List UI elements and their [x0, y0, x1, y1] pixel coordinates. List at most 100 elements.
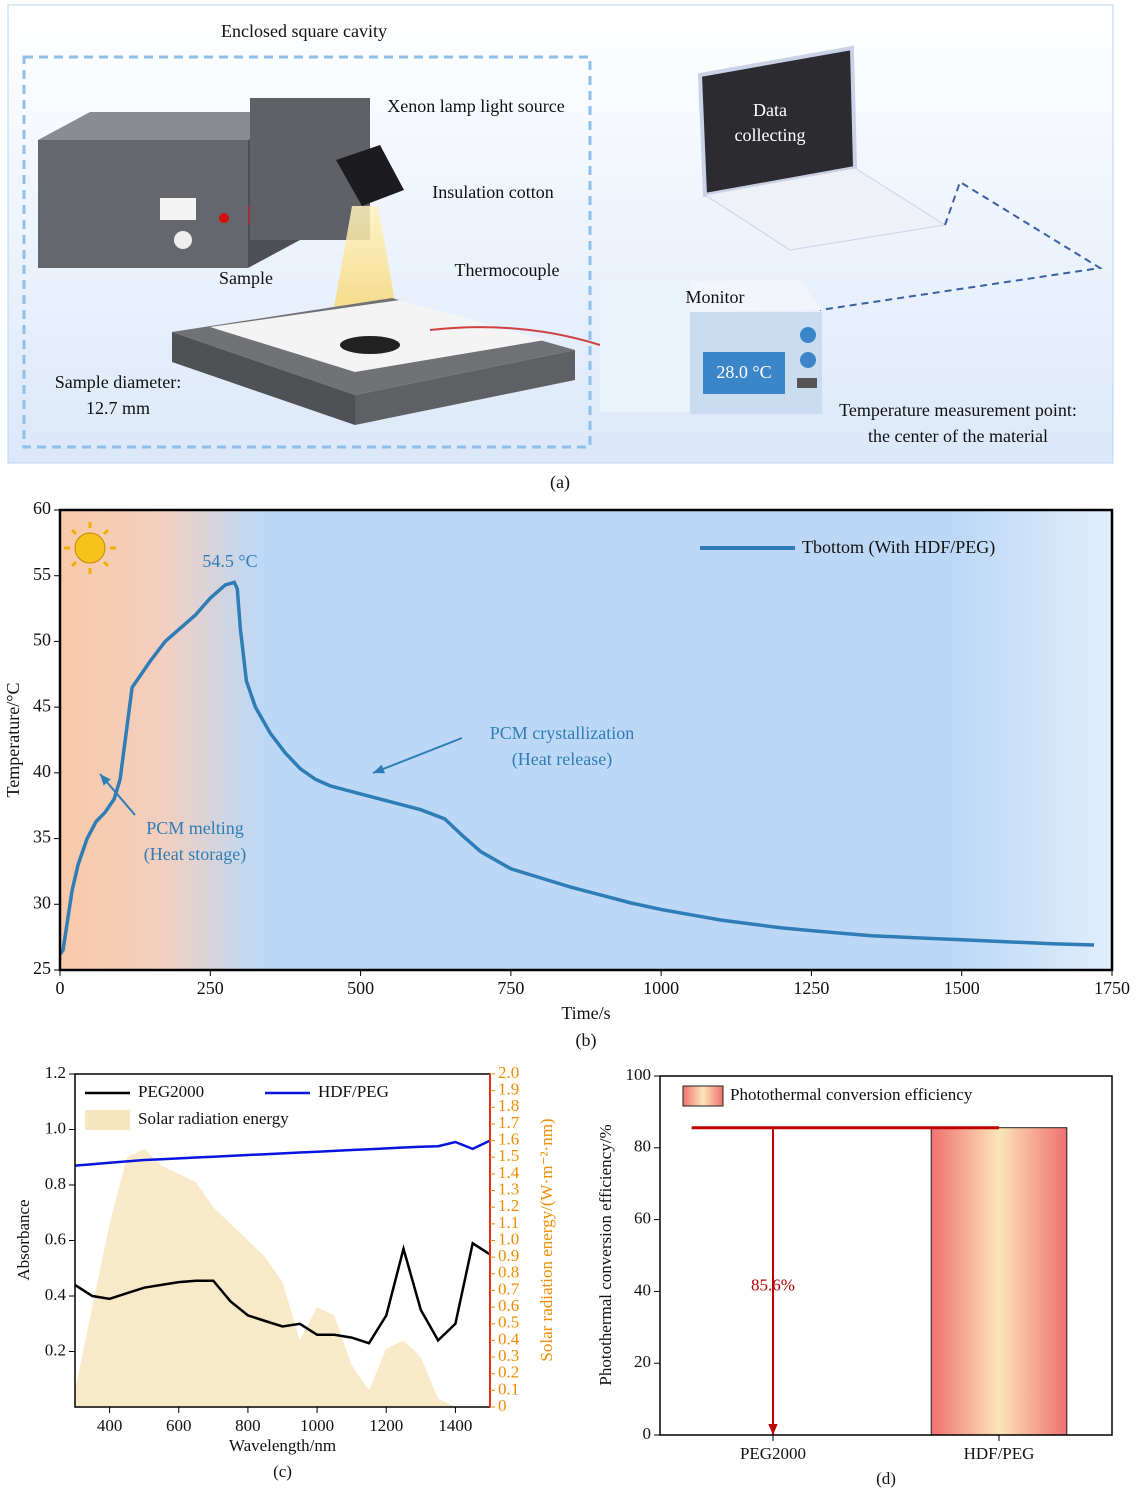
x-tick-label: 1500	[944, 978, 980, 998]
legend-swatch	[85, 1110, 130, 1130]
y-tick-label: 60	[634, 1209, 651, 1228]
x-tick-label: 1000	[643, 978, 679, 998]
arrow-head	[768, 1424, 777, 1435]
monitor	[800, 352, 816, 368]
label: the center of the material	[868, 426, 1048, 446]
x-tick-label: 1000	[300, 1416, 334, 1435]
y2-tick-label: 1.9	[498, 1080, 519, 1099]
value-label: 85.6%	[751, 1275, 795, 1294]
y2-tick-label: 1.7	[498, 1113, 520, 1132]
panel-a: Enclosed square cavity Xenon lamp light …	[8, 5, 1113, 493]
legend-label: HDF/PEG	[318, 1082, 389, 1101]
y2-tick-label: 0.9	[498, 1246, 519, 1265]
device	[174, 231, 192, 249]
x-tick-label: 1250	[793, 978, 829, 998]
y2-tick-label: 1.0	[498, 1229, 519, 1248]
device	[160, 198, 196, 220]
x-axis-label: Time/s	[561, 1003, 610, 1023]
y2-tick-label: 1.8	[498, 1096, 519, 1115]
label: Enclosed square cavity	[221, 21, 387, 41]
x-tick-label: HDF/PEG	[964, 1444, 1035, 1463]
y-tick-label: 1.2	[45, 1063, 66, 1082]
label: 28.0 °C	[716, 362, 771, 382]
y2-tick-label: 1.3	[498, 1179, 519, 1198]
x-tick-label: 250	[197, 978, 224, 998]
legend-swatch	[683, 1086, 723, 1106]
legend-label: Photothermal conversion efficiency	[730, 1085, 973, 1104]
figure: Enclosed square cavity Xenon lamp light …	[0, 0, 1144, 1492]
annotation: (Heat release)	[512, 749, 612, 770]
caption: (a)	[550, 472, 570, 493]
x-tick-label: 1400	[438, 1416, 472, 1435]
label: 12.7 mm	[86, 398, 150, 418]
y-tick-label: 55	[33, 564, 51, 584]
legend-label: Tbottom (With HDF/PEG)	[802, 537, 995, 558]
label: Monitor	[685, 287, 744, 307]
x-tick-label: PEG2000	[740, 1444, 806, 1463]
label: Data	[753, 100, 787, 120]
label: Sample diameter:	[55, 372, 181, 392]
y-tick-label: 50	[33, 630, 51, 650]
annotation: (Heat storage)	[144, 844, 246, 865]
legend-label: Solar radiation energy	[138, 1109, 289, 1128]
y-tick-label: 40	[634, 1280, 651, 1299]
monitor	[797, 378, 817, 388]
y2-tick-label: 0.2	[498, 1363, 519, 1382]
y2-tick-label: 0.5	[498, 1313, 519, 1332]
y2-tick-label: 2.0	[498, 1063, 519, 1082]
y2-tick-label: 0	[498, 1396, 507, 1415]
y-axis-label: Photothermal conversion efficiency/%	[596, 1124, 615, 1385]
y-tick-label: 35	[33, 827, 51, 847]
y2-axis-label: Solar radiation energy/(W·m⁻²·nm)	[537, 1118, 556, 1361]
y2-tick-label: 1.1	[498, 1213, 519, 1232]
x-tick-label: 600	[166, 1416, 192, 1435]
y-tick-label: 30	[33, 892, 51, 912]
label: Thermocouple	[455, 260, 560, 280]
x-axis-label: Wavelength/nm	[229, 1436, 336, 1455]
y-tick-label: 20	[634, 1352, 651, 1371]
y2-tick-label: 0.8	[498, 1263, 519, 1282]
bar	[931, 1128, 1067, 1435]
y-tick-label: 40	[33, 761, 51, 781]
label: Xenon lamp light source	[387, 96, 564, 116]
y-tick-label: 100	[626, 1065, 652, 1084]
y-tick-label: 25	[33, 958, 51, 978]
y-tick-label: 1.0	[45, 1118, 66, 1137]
x-tick-label: 400	[97, 1416, 123, 1435]
y2-tick-label: 0.3	[498, 1346, 519, 1365]
y2-tick-label: 0.6	[498, 1296, 519, 1315]
monitor	[600, 282, 690, 412]
caption: (d)	[876, 1469, 896, 1488]
label: collecting	[735, 125, 806, 145]
label: Insulation cotton	[432, 182, 553, 202]
x-tick-label: 750	[497, 978, 524, 998]
y2-tick-label: 1.5	[498, 1146, 519, 1165]
caption: (b)	[576, 1030, 597, 1051]
annotation: 54.5 °C	[202, 551, 257, 571]
y-tick-label: 0	[643, 1424, 652, 1443]
y-tick-label: 0.2	[45, 1340, 66, 1359]
y-tick-label: 80	[634, 1137, 651, 1156]
label: Temperature measurement point:	[839, 400, 1077, 420]
sample	[340, 336, 400, 354]
y2-tick-label: 1.4	[498, 1163, 520, 1182]
caption: (c)	[273, 1462, 292, 1481]
y2-tick-label: 0.1	[498, 1379, 519, 1398]
y-tick-label: 0.4	[45, 1285, 67, 1304]
device	[38, 140, 248, 268]
device	[219, 213, 229, 223]
x-tick-label: 1750	[1094, 978, 1130, 998]
y-tick-label: 45	[33, 695, 51, 715]
annotation: PCM melting	[146, 818, 244, 838]
legend-label: PEG2000	[138, 1082, 204, 1101]
y-tick-label: 0.8	[45, 1174, 66, 1193]
x-tick-label: 0	[56, 978, 65, 998]
y2-tick-label: 0.7	[498, 1279, 520, 1298]
x-tick-label: 500	[347, 978, 374, 998]
y-axis-label: Temperature/°C	[3, 683, 23, 798]
y2-tick-label: 1.6	[498, 1130, 519, 1149]
y2-tick-label: 0.4	[498, 1329, 520, 1348]
y-tick-label: 0.6	[45, 1229, 66, 1248]
y-tick-label: 60	[33, 498, 51, 518]
x-tick-label: 1200	[369, 1416, 403, 1435]
